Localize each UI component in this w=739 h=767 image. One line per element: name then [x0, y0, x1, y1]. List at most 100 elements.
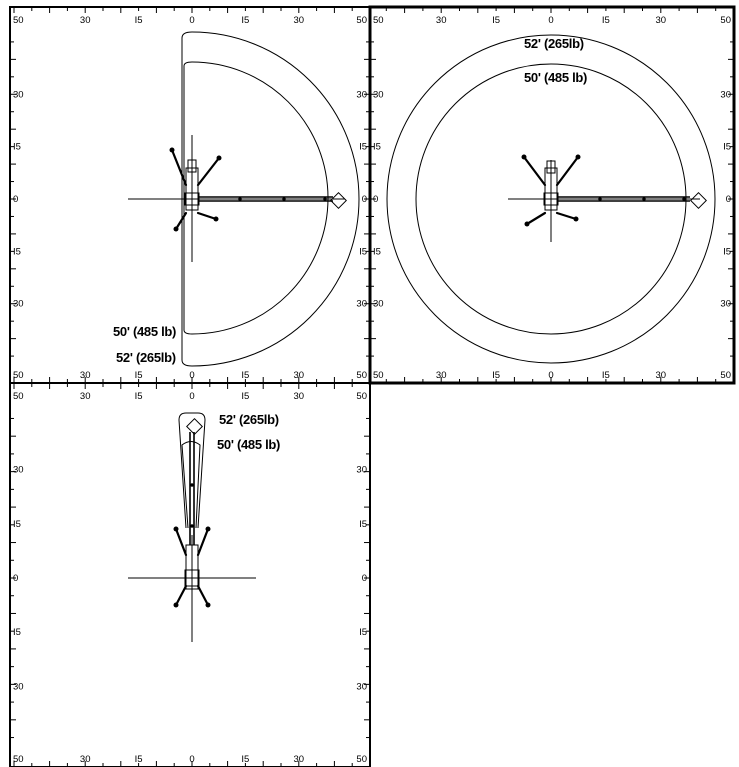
tick-label-left: I5: [13, 627, 21, 638]
platform-basket: [186, 418, 203, 435]
outrigger-pad: [173, 226, 179, 232]
tick-label-bottom: 0: [189, 370, 194, 381]
inner-envelope: [183, 61, 329, 335]
outrigger-pad: [575, 154, 581, 160]
tick-label-left: 0: [13, 573, 18, 584]
outrigger-leg: [522, 155, 547, 187]
tick-label-top: I5: [135, 15, 143, 26]
tick-label-bottom: 30: [80, 370, 91, 381]
chassis: [544, 167, 558, 211]
tick-label-bottom: I5: [135, 754, 143, 765]
tick-label-right: 30: [720, 89, 731, 100]
tick-label-top: I5: [135, 391, 143, 402]
outrigger-pad: [205, 526, 211, 532]
tick-label-bottom: I5: [241, 754, 249, 765]
outrigger-pad: [169, 147, 175, 153]
tick-label-bottom: 50: [13, 754, 24, 765]
tick-label-left: 30: [13, 681, 24, 692]
tick-label-bottom: 30: [80, 754, 91, 765]
tick-label-top: 0: [189, 15, 194, 26]
cab: [546, 160, 556, 174]
boom-joint: [682, 197, 686, 201]
tick-label-right: I5: [359, 519, 367, 530]
outrigger-leg: [170, 148, 188, 187]
outer-capacity-label: 52' (265lb): [219, 412, 279, 427]
outer-capacity-label: 52' (265lb): [524, 36, 584, 51]
turret: [184, 569, 200, 587]
outrigger-leg: [174, 584, 188, 607]
outrigger-leg: [196, 527, 210, 557]
boom-joint: [323, 197, 327, 201]
tick-label-left: 0: [373, 194, 378, 205]
tick-label-left: I5: [13, 519, 21, 530]
outer-envelope: [181, 31, 360, 367]
tick-label-bottom: 30: [294, 754, 305, 765]
tick-label-right: I5: [359, 627, 367, 638]
boom-joint: [238, 197, 242, 201]
tick-label-bottom: 0: [548, 370, 553, 381]
tick-label-top: 0: [548, 15, 553, 26]
tick-label-top: 50: [720, 15, 731, 26]
tick-label-top: I5: [241, 391, 249, 402]
tick-label-right: I5: [723, 142, 731, 153]
tick-label-right: 0: [726, 194, 731, 205]
tick-label-right: 30: [356, 681, 367, 692]
outrigger-leg: [525, 211, 547, 226]
tick-label-left: 30: [13, 89, 24, 100]
chassis: [185, 544, 199, 590]
tick-label-bottom: I5: [241, 370, 249, 381]
tick-label-top: 30: [436, 15, 447, 26]
tick-label-top: 50: [356, 391, 367, 402]
tick-label-top: 50: [356, 15, 367, 26]
tick-label-bottom: 50: [13, 370, 24, 381]
boom-joint: [598, 197, 602, 201]
tick-label-top: I5: [241, 15, 249, 26]
boom-joint: [642, 197, 646, 201]
tick-label-top: 30: [294, 15, 305, 26]
tick-label-left: 30: [373, 89, 384, 100]
tick-label-top: 30: [294, 391, 305, 402]
outrigger-pad: [524, 221, 530, 227]
tick-label-bottom: 30: [656, 370, 667, 381]
tick-label-right: I5: [359, 142, 367, 153]
turret: [543, 192, 559, 206]
tick-label-bottom: 30: [294, 370, 305, 381]
tick-label-bottom: 30: [436, 370, 447, 381]
tick-label-top: 50: [13, 15, 24, 26]
tick-label-right: 0: [362, 573, 367, 584]
inner-capacity-label: 50' (485 lb): [217, 437, 280, 452]
panel-full-circle: 52' (265lb) 50' (485 lb): [386, 34, 716, 364]
inner-capacity-label: 50' (485 lb): [524, 70, 587, 85]
tick-label-bottom: 50: [356, 370, 367, 381]
outrigger-pad: [521, 154, 527, 160]
tick-label-left: 30: [13, 299, 24, 310]
outrigger-pad: [205, 602, 211, 608]
tick-label-left: 30: [13, 465, 24, 476]
tick-label-left: I5: [373, 246, 381, 257]
turret: [184, 192, 200, 206]
tick-label-right: 30: [356, 89, 367, 100]
tick-label-left: 30: [373, 299, 384, 310]
outrigger-pad: [573, 216, 579, 222]
boom-joint: [190, 524, 194, 528]
boom-joint: [190, 483, 194, 487]
tick-label-left: I5: [373, 142, 381, 153]
tick-label-right: I5: [723, 246, 731, 257]
panel-half-circle: 50' (485 lb) 52' (265lb): [113, 31, 360, 367]
boom-joint: [282, 197, 286, 201]
outrigger-leg: [174, 527, 188, 557]
tick-label-bottom: 50: [356, 754, 367, 765]
tick-label-bottom: 50: [373, 370, 384, 381]
outrigger-pad: [173, 526, 179, 532]
tick-label-bottom: 0: [189, 754, 194, 765]
tick-label-top: 50: [373, 15, 384, 26]
tick-label-right: 30: [356, 465, 367, 476]
tick-label-bottom: I5: [602, 370, 610, 381]
panel-frame-top-left: [9, 6, 371, 384]
tick-label-right: 30: [356, 299, 367, 310]
panel-narrow-front: 52' (265lb) 50' (485 lb): [128, 412, 280, 642]
tick-label-bottom: I5: [492, 370, 500, 381]
tick-label-top: I5: [602, 15, 610, 26]
chassis: [185, 167, 199, 211]
